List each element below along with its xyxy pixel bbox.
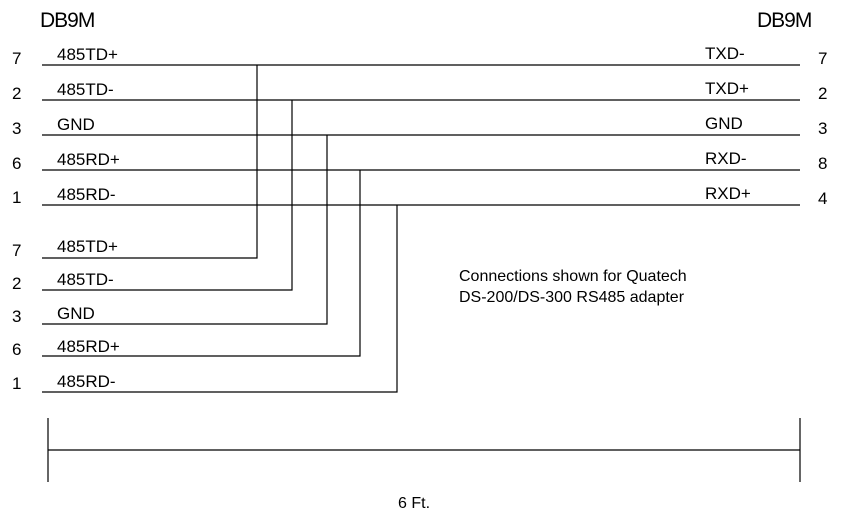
note-line-1: Connections shown for Quatech [459, 268, 687, 285]
right-pin-signal: RXD+ [705, 184, 751, 203]
left-connector-title: DB9M [40, 9, 95, 32]
left-pin-signal: 485TD+ [57, 45, 118, 64]
right-pin-signal: GND [705, 114, 743, 133]
right-pin-signal: TXD- [705, 44, 745, 63]
branch-pin-signal: 485TD+ [57, 237, 118, 256]
branch-pin-number: 7 [12, 241, 22, 260]
left-pin-number: 1 [12, 188, 22, 207]
length-label: 6 Ft. [398, 495, 431, 512]
right-pin-number: 2 [818, 84, 828, 103]
branch-wire-5 [42, 205, 398, 393]
branch-pin-number: 2 [12, 274, 22, 293]
branch-pin-signal: 485TD- [57, 270, 114, 289]
left-pin-number: 3 [12, 119, 22, 138]
branch-wire-2 [42, 100, 293, 291]
left-pin-signal: 485RD- [57, 185, 116, 204]
note-line-2: DS-200/DS-300 RS485 adapter [459, 289, 685, 306]
branch-pin-signal: GND [57, 304, 95, 323]
right-pin-number: 7 [818, 49, 828, 68]
branch-pin-number: 6 [12, 340, 22, 359]
right-connector-title: DB9M [757, 9, 812, 32]
right-pin-number: 8 [818, 154, 828, 173]
branch-pin-signal: 485RD- [57, 372, 116, 391]
branch-wire-4 [42, 170, 361, 357]
left-pin-number: 6 [12, 154, 22, 173]
right-pin-signal: TXD+ [705, 79, 749, 98]
left-pin-number: 7 [12, 49, 22, 68]
left-pin-signal: GND [57, 115, 95, 134]
branch-pin-number: 3 [12, 307, 22, 326]
branch-wire-1 [42, 65, 258, 259]
left-pin-number: 2 [12, 84, 22, 103]
right-pin-number: 3 [818, 119, 828, 138]
left-pin-signal: 485RD+ [57, 150, 120, 169]
branch-pin-number: 1 [12, 374, 22, 393]
branch-wire-3 [42, 135, 328, 325]
right-pin-number: 4 [818, 189, 828, 208]
branch-pin-signal: 485RD+ [57, 337, 120, 356]
left-pin-signal: 485TD- [57, 80, 114, 99]
right-pin-signal: RXD- [705, 149, 747, 168]
